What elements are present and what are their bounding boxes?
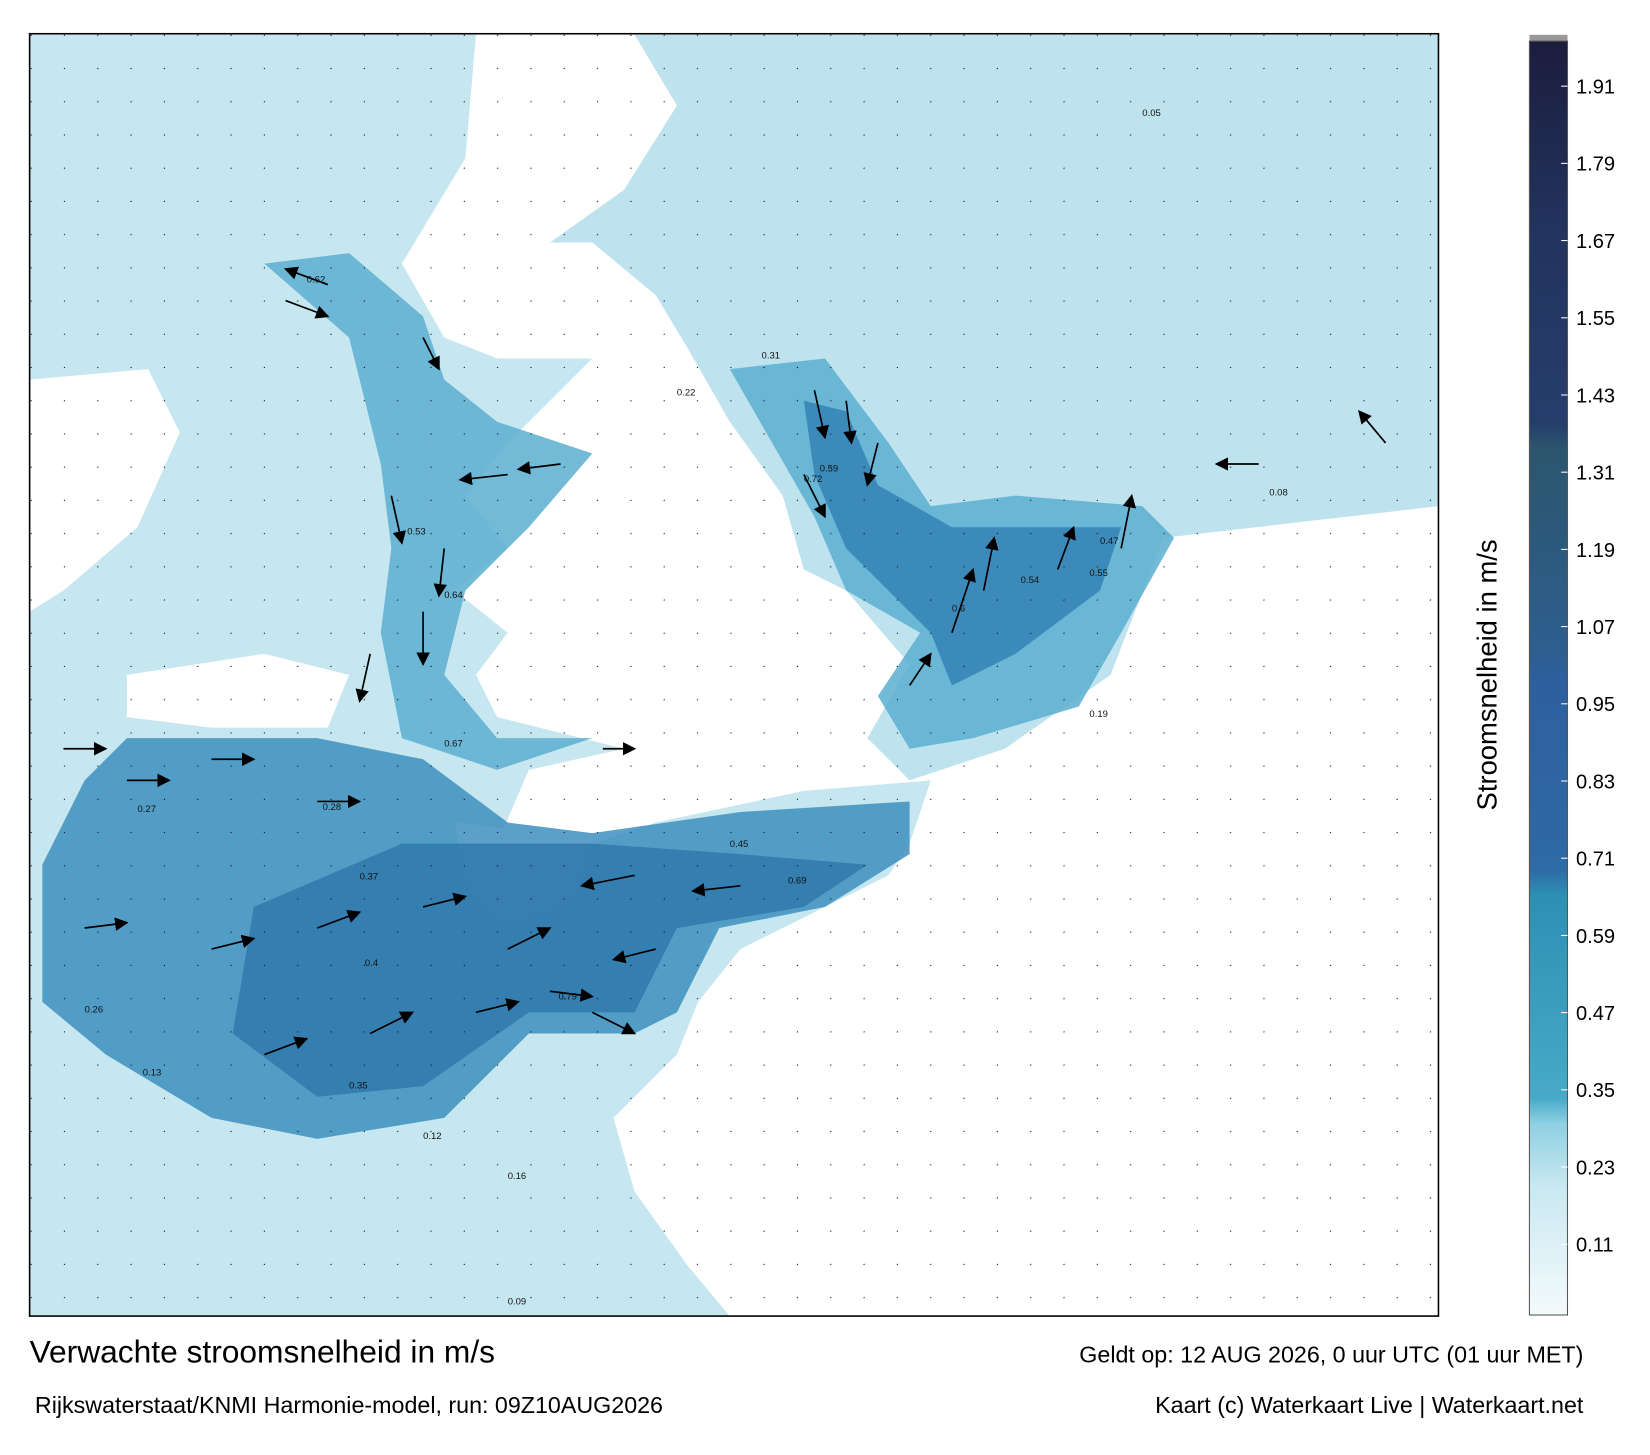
current-arrow — [369, 1011, 415, 1035]
current-arrow — [507, 927, 552, 950]
current-arrow — [516, 461, 561, 475]
colorbar-tick-label: 0.35 — [1576, 1080, 1615, 1102]
speed-label: 0.05 — [1142, 108, 1161, 119]
colorbar-tick-label: 1.79 — [1576, 154, 1615, 176]
colorbar-tick-label: 1.19 — [1576, 540, 1615, 562]
credit: Kaart (c) Waterkaart Live | Waterkaart.n… — [1155, 1392, 1584, 1418]
colorbar-tick-label: 0.47 — [1576, 1003, 1615, 1025]
speed-label: 0.59 — [820, 463, 839, 474]
current-arrow — [1056, 525, 1076, 570]
colorbar-scale — [1528, 40, 1569, 1316]
speed-label: 0.4 — [365, 958, 378, 969]
current-arrow — [951, 567, 976, 633]
current-arrow — [355, 653, 372, 703]
speed-label: 0.09 — [508, 1296, 527, 1307]
current-arrow — [982, 536, 999, 591]
colorbar-tick-label: 1.43 — [1576, 385, 1615, 407]
speed-label: 0.69 — [788, 876, 807, 887]
current-arrow — [84, 917, 129, 931]
colorbar-tick-label: 0.71 — [1576, 849, 1615, 871]
current-arrows — [63, 266, 1387, 1056]
colorbar-tick-label: 1.55 — [1576, 308, 1615, 330]
colorbar-tick-label: 1.67 — [1576, 231, 1615, 253]
current-arrow — [908, 652, 932, 686]
subtitle: Rijkswaterstaat/KNMI Harmonie-model, run… — [35, 1392, 663, 1418]
speed-label: 0.26 — [85, 1004, 104, 1015]
speed-label: 0.28 — [323, 802, 342, 813]
speed-label: 0.79 — [558, 992, 577, 1003]
current-arrow — [813, 389, 830, 440]
valid-time: Geldt op: 12 AUG 2026, 0 uur UTC (01 uur… — [1079, 1342, 1583, 1368]
current-arrow — [475, 998, 520, 1014]
title: Verwachte stroomsnelheid in m/s — [30, 1334, 495, 1370]
current-arrow — [422, 892, 468, 908]
speed-label: 0.53 — [407, 527, 426, 538]
current-arrow — [549, 988, 594, 1002]
current-arrow — [691, 883, 741, 897]
colorbar-tick-label: 0.83 — [1576, 771, 1615, 793]
colorbar-tick-label: 1.91 — [1576, 77, 1615, 99]
current-arrow — [591, 1011, 637, 1035]
colorbar-cap — [1529, 34, 1568, 42]
speed-label: 0.27 — [138, 804, 157, 815]
speed-label: 0.16 — [508, 1171, 527, 1182]
current-arrow — [863, 442, 879, 487]
speed-label: 0.12 — [423, 1131, 442, 1142]
colorbar: Stroomsnelheid in m/s 0.11 0.23 0.35 0.47 0.… — [1472, 34, 1615, 1316]
speed-label: 0.31 — [762, 351, 781, 362]
current-arrow — [1358, 409, 1387, 444]
current-arrow — [458, 471, 508, 486]
current-arrow — [283, 266, 329, 286]
colorbar-tick-label: 0.59 — [1576, 926, 1615, 948]
current-arrow — [580, 874, 635, 891]
speed-label: 0.19 — [1089, 709, 1108, 720]
current-arrow — [317, 910, 362, 929]
speed-label: 0.55 — [1089, 568, 1108, 579]
colorbar-tick-label: 0.95 — [1576, 694, 1615, 716]
colorbar-tick-label: 1.31 — [1576, 463, 1615, 485]
speed-label: 0.62 — [307, 275, 326, 286]
speed-label: 0.35 — [349, 1080, 368, 1091]
current-arrow — [803, 474, 826, 519]
speed-label: 0.64 — [444, 590, 463, 601]
colorbar-tick-label: 1.07 — [1576, 617, 1615, 639]
speed-label: 0.54 — [1021, 575, 1040, 586]
speed-labels: 0.62 0.59 0.64 0.72 0.53 0.6 0.54 0.69 0.79 0.67 0… — [85, 108, 1288, 1307]
vector-grid — [29, 33, 1439, 1317]
speed-label: 0.22 — [677, 387, 696, 398]
current-arrow — [285, 299, 330, 319]
current-arrow — [211, 934, 256, 950]
speed-label: 0.72 — [804, 474, 823, 485]
speed-label: 0.47 — [1100, 536, 1119, 547]
current-arrow — [843, 400, 857, 445]
colorbar-label: Stroomsnelheid in m/s — [1472, 539, 1503, 810]
current-arrow — [390, 495, 406, 545]
colorbar-tick-label: 0.11 — [1576, 1235, 1614, 1257]
colorbar-tick-label: 0.23 — [1576, 1157, 1615, 1179]
speed-label: 0.45 — [730, 839, 749, 850]
speed-label: 0.13 — [143, 1068, 162, 1079]
map-frame — [28, 32, 1440, 1317]
speed-label: 0.67 — [444, 739, 463, 750]
speed-label: 0.37 — [360, 872, 379, 883]
current-arrow — [264, 1036, 309, 1056]
current-arrow — [1120, 493, 1137, 549]
current-arrow — [611, 948, 656, 964]
current-arrow — [422, 337, 440, 371]
current-arrow — [433, 548, 447, 598]
speed-label: 0.6 — [952, 604, 965, 615]
speed-label: 0.08 — [1269, 488, 1288, 499]
map-area: 0.62 0.59 0.64 0.72 0.53 0.6 0.54 0.69 0.79 0.67 0… — [28, 32, 1440, 1317]
